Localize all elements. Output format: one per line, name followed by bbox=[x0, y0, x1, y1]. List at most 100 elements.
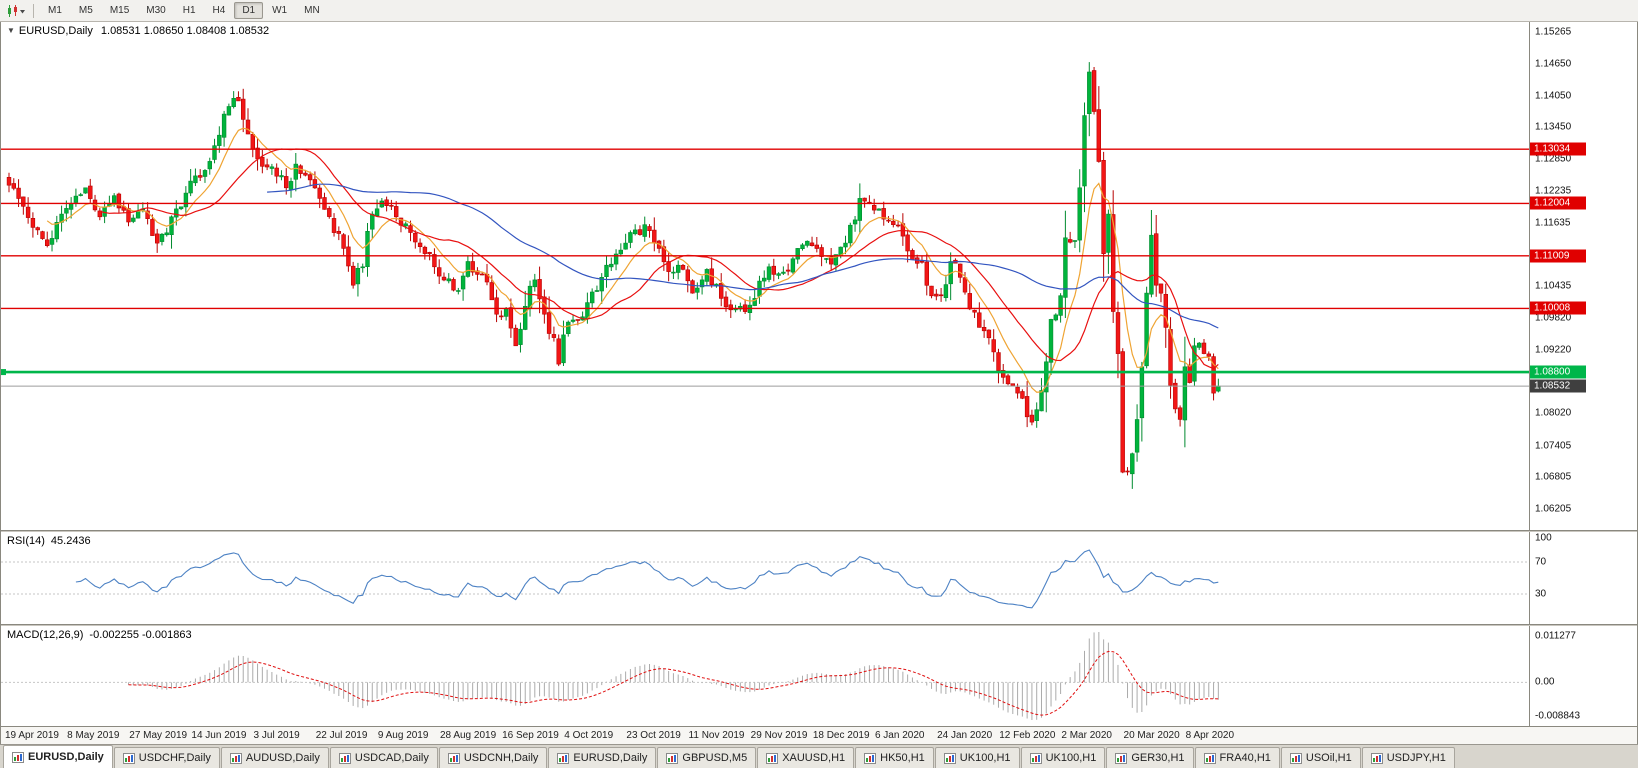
macd-plot[interactable]: MACD(12,26,9) -0.002255 -0.001863 bbox=[1, 626, 1529, 726]
price-tick: 1.11635 bbox=[1535, 217, 1571, 229]
rsi-tick: 100 bbox=[1535, 532, 1552, 544]
macd-values: -0.002255 -0.001863 bbox=[89, 629, 192, 641]
price-tick: 1.10435 bbox=[1535, 280, 1572, 292]
toolbar-separator bbox=[33, 3, 34, 18]
chart-tab-label: USOil,H1 bbox=[1305, 752, 1352, 764]
chart-tab-audusd-daily[interactable]: AUDUSD,Daily bbox=[220, 747, 329, 768]
chart-tab-xauusd-h1[interactable]: XAUUSD,H1 bbox=[757, 747, 855, 768]
timeframe-button-d1[interactable]: D1 bbox=[234, 2, 264, 19]
timeframe-button-m15[interactable]: M15 bbox=[109, 5, 130, 16]
chart-tab-icon bbox=[666, 752, 679, 764]
chart-tab-uk100-h1[interactable]: UK100,H1 bbox=[934, 747, 1020, 768]
timeframe-button-m1[interactable]: M1 bbox=[48, 5, 62, 16]
panel-splitter-rsi[interactable] bbox=[1, 530, 1637, 532]
time-axis-label: 27 May 2019 bbox=[129, 730, 188, 741]
chart-tab-eurusd-daily[interactable]: EURUSD,Daily bbox=[548, 747, 657, 768]
symbol-label: EURUSD,Daily bbox=[18, 25, 93, 37]
time-axis-label: 14 Jun 2019 bbox=[191, 730, 247, 741]
time-axis-label: 23 Oct 2019 bbox=[626, 730, 681, 741]
time-axis-label: 11 Nov 2019 bbox=[688, 730, 745, 741]
chart-tab-ger30-h1[interactable]: GER30,H1 bbox=[1106, 747, 1194, 768]
chart-tab-icon bbox=[864, 752, 877, 764]
price-chart-canvas[interactable] bbox=[1, 22, 1529, 530]
chart-tab-usdcnh-daily[interactable]: USDCNH,Daily bbox=[438, 747, 548, 768]
hline-price-badge: 1.08800 bbox=[1530, 365, 1586, 379]
chart-tab-label: GBPUSD,M5 bbox=[682, 752, 748, 764]
price-tick: 1.13450 bbox=[1535, 121, 1572, 133]
chart-tab-fra40-h1[interactable]: FRA40,H1 bbox=[1194, 747, 1280, 768]
chart-tab-label: EURUSD,Daily bbox=[28, 751, 104, 763]
chart-tab-usoil-h1[interactable]: USOil,H1 bbox=[1280, 747, 1361, 768]
price-axis[interactable]: 1.15265 1.14650 1.14050 1.13450 1.12850 1.122… bbox=[1529, 22, 1637, 530]
rsi-canvas[interactable] bbox=[1, 532, 1529, 624]
chart-tab-icon bbox=[766, 752, 779, 764]
chart-tab-icon bbox=[1289, 752, 1302, 764]
chart-tab-label: USDJPY,H1 bbox=[1386, 752, 1446, 764]
time-axis-label: 19 Apr 2019 bbox=[5, 730, 59, 741]
price-tick: 1.15265 bbox=[1535, 26, 1572, 38]
timeframe-button-m30[interactable]: M30 bbox=[146, 5, 166, 16]
chart-tab-usdchf-daily[interactable]: USDCHF,Daily bbox=[113, 747, 220, 768]
price-tick: 1.09820 bbox=[1535, 312, 1572, 324]
chart-tab-label: USDCNH,Daily bbox=[463, 752, 539, 764]
chart-window: ▼ EURUSD,Daily 1.08531 1.08650 1.08408 1.0… bbox=[0, 22, 1638, 744]
rsi-plot[interactable]: RSI(14) 45.2436 bbox=[1, 532, 1529, 624]
chart-tab-eurusd-daily[interactable]: EURUSD,Daily bbox=[3, 745, 113, 768]
time-axis-label: 2 Mar 2020 bbox=[1061, 730, 1112, 741]
chart-tab-label: UK100,H1 bbox=[1045, 752, 1097, 764]
chart-tab-label: XAUUSD,H1 bbox=[782, 752, 846, 764]
macd-axis[interactable]: 0.011277 0.00 -0.008843 bbox=[1529, 626, 1637, 726]
current-price-badge: 1.08532 bbox=[1530, 379, 1586, 393]
macd-header: MACD(12,26,9) -0.002255 -0.001863 bbox=[7, 629, 192, 641]
price-tick: 1.12850 bbox=[1535, 153, 1572, 165]
chart-tab-uk100-h1[interactable]: UK100,H1 bbox=[1020, 747, 1106, 768]
hline-price-badge: 1.13034 bbox=[1530, 142, 1586, 156]
price-tick: 1.07405 bbox=[1535, 440, 1572, 451]
chart-tab-label: GER30,H1 bbox=[1131, 752, 1185, 764]
time-axis-label: 4 Oct 2019 bbox=[564, 730, 614, 741]
timeframe-button-mn[interactable]: MN bbox=[304, 5, 320, 16]
macd-label: MACD(12,26,9) bbox=[7, 629, 84, 641]
rsi-header: RSI(14) 45.2436 bbox=[7, 535, 91, 547]
timeframe-button-w1[interactable]: W1 bbox=[272, 5, 288, 16]
chart-tab-label: FRA40,H1 bbox=[1219, 752, 1271, 764]
price-plot[interactable]: ▼ EURUSD,Daily 1.08531 1.08650 1.08408 1.0… bbox=[1, 22, 1529, 530]
timeframe-button-h1[interactable]: H1 bbox=[182, 5, 196, 16]
chart-tab-icon bbox=[1370, 752, 1383, 764]
time-axis-label: 24 Jan 2020 bbox=[937, 730, 993, 741]
price-tick: 1.14650 bbox=[1535, 58, 1572, 70]
chart-type-icon[interactable] bbox=[5, 4, 27, 18]
chart-tab-icon bbox=[557, 752, 570, 764]
chart-tab-usdcad-daily[interactable]: USDCAD,Daily bbox=[329, 747, 438, 768]
price-tick: 1.06805 bbox=[1535, 471, 1572, 483]
macd-canvas[interactable] bbox=[1, 626, 1529, 726]
collapse-icon[interactable]: ▼ bbox=[7, 26, 15, 35]
price-tick: 1.06205 bbox=[1535, 503, 1572, 515]
chart-tab-gbpusd-m5[interactable]: GBPUSD,M5 bbox=[657, 747, 757, 768]
time-axis-label: 3 Jul 2019 bbox=[253, 730, 300, 741]
chart-tab-icon bbox=[1029, 752, 1042, 764]
time-axis-label: 18 Dec 2019 bbox=[812, 730, 870, 741]
chart-tab-usdjpy-h1[interactable]: USDJPY,H1 bbox=[1361, 747, 1455, 768]
ohlc-values: 1.08531 1.08650 1.08408 1.08532 bbox=[100, 25, 270, 37]
time-axis-label: 20 Mar 2020 bbox=[1123, 730, 1180, 741]
time-axis[interactable]: 19 Apr 2019 8 May 2019 27 May 2019 14 Jun 2… bbox=[1, 726, 1637, 744]
chart-tab-icon bbox=[943, 752, 956, 764]
rsi-axis[interactable]: 100 70 30 bbox=[1529, 532, 1637, 624]
timeframe-button-h4[interactable]: H4 bbox=[212, 5, 226, 16]
time-axis-label: 29 Nov 2019 bbox=[750, 730, 808, 741]
macd-tick: 0.00 bbox=[1535, 676, 1555, 688]
chart-tab-hk50-h1[interactable]: HK50,H1 bbox=[855, 747, 934, 768]
chart-tab-icon bbox=[12, 751, 24, 763]
chart-tab-label: UK100,H1 bbox=[959, 752, 1011, 764]
timeframe-button-m5[interactable]: M5 bbox=[78, 5, 93, 16]
price-panel: ▼ EURUSD,Daily 1.08531 1.08650 1.08408 1.0… bbox=[1, 22, 1637, 530]
chart-tab-icon bbox=[1203, 752, 1216, 764]
chart-tab-icon bbox=[229, 752, 242, 764]
rsi-label: RSI(14) bbox=[7, 535, 45, 547]
panel-splitter-macd[interactable] bbox=[1, 624, 1637, 626]
timeframe-group: M1 M5 M15 M30 H1 H4 D1 W1 MN bbox=[40, 2, 328, 19]
time-axis-label: 12 Feb 2020 bbox=[999, 730, 1056, 741]
macd-tick: -0.008843 bbox=[1535, 710, 1581, 722]
